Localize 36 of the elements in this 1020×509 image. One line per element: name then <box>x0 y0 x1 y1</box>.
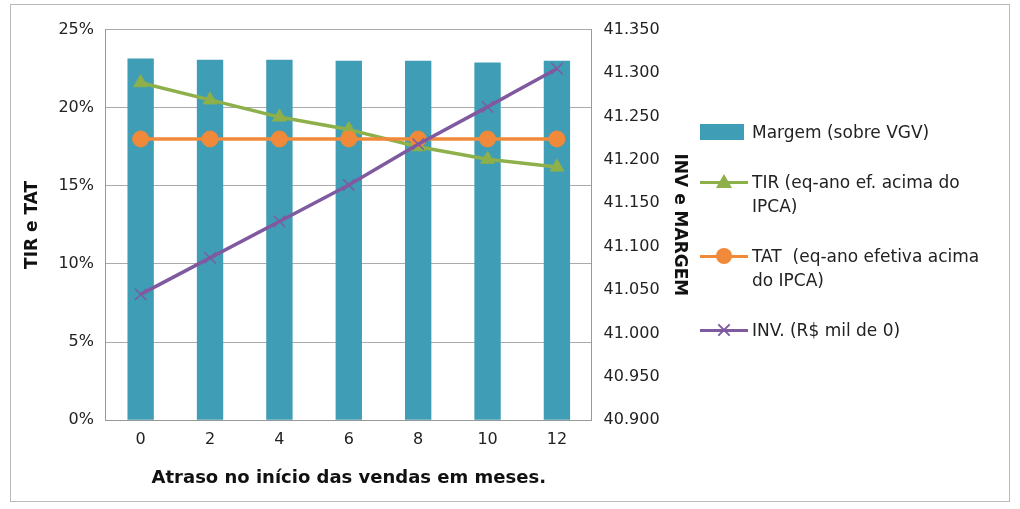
legend-label: TAT (eq-ano efetiva acima do IPCA) <box>752 246 981 290</box>
y2-axis-title: INV e MARGEM <box>671 153 692 297</box>
point <box>481 100 494 114</box>
y2-tick-label: 41.050 <box>603 279 660 299</box>
x-tick-label: 6 <box>343 428 354 448</box>
y2-tick-label: 41.300 <box>603 62 660 82</box>
x-tick-label: 2 <box>204 428 216 448</box>
y-tick-label: 10% <box>58 253 94 273</box>
point <box>203 251 217 265</box>
y2-tick-label: 41.350 <box>603 18 660 38</box>
legend-label: INV. (R$ mil de 0) <box>752 320 901 340</box>
y2-tick-label: 41.000 <box>603 322 660 342</box>
x-tick-label: 12 <box>546 428 568 448</box>
y2-tick-label: 41.100 <box>603 235 660 255</box>
point <box>134 287 148 301</box>
y2-tick-label: 41.250 <box>603 105 660 125</box>
y-axis-title: TIR e TAT <box>20 180 41 269</box>
x-tick-label: 4 <box>274 428 285 448</box>
y-tick-label: 15% <box>58 175 94 194</box>
x-axis-title: Atraso no início das vendas em meses. <box>151 465 547 487</box>
legend-label: TIR (eq-ano ef. acima do IPCA) <box>752 172 961 216</box>
y2-tick-label: 40.900 <box>603 409 660 429</box>
y-tick-label: 0% <box>68 409 94 429</box>
point <box>342 178 356 192</box>
point <box>550 62 564 76</box>
y2-tick-label: 41.150 <box>603 192 660 212</box>
x-tick-label: 8 <box>413 428 424 448</box>
y-tick-label: 25% <box>58 18 94 38</box>
point <box>273 215 286 228</box>
x-tick-label: 10 <box>477 428 498 448</box>
y-tick-label: 5% <box>68 331 94 351</box>
y-tick-label: 20% <box>58 96 94 116</box>
legend-label: Margem (sobre VGV) <box>752 122 930 142</box>
y2-tick-label: 40.950 <box>603 365 660 385</box>
x-tick-label: 0 <box>135 428 146 448</box>
y2-tick-label: 41.200 <box>603 148 660 168</box>
